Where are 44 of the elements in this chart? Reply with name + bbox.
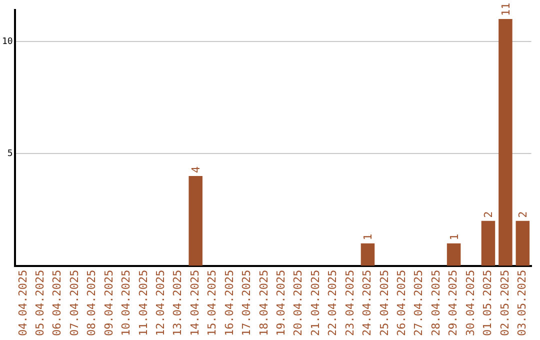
y-tick-label: 10 xyxy=(2,36,13,47)
x-tick-label: 27.04.2025 xyxy=(412,270,426,336)
x-tick-label: 20.04.2025 xyxy=(292,270,305,336)
x-tick-label: 03.05.2025 xyxy=(516,270,529,336)
x-tick-label: 30.04.2025 xyxy=(464,270,477,336)
x-tick-label: 19.04.2025 xyxy=(274,270,288,336)
x-tick-label: 21.04.2025 xyxy=(308,270,322,336)
y-tick-label: 5 xyxy=(7,148,13,159)
x-tick-label: 22.04.2025 xyxy=(326,270,340,336)
x-tick-label: 10.04.2025 xyxy=(120,270,133,336)
x-tick-label: 11.04.2025 xyxy=(136,270,150,336)
x-tick-label: 01.05.2025 xyxy=(481,270,494,336)
bar xyxy=(481,220,496,266)
x-tick-label: 15.04.2025 xyxy=(206,270,219,336)
x-tick-label: 02.05.2025 xyxy=(498,270,512,336)
x-tick-label: 09.04.2025 xyxy=(102,270,116,336)
x-tick-label: 05.04.2025 xyxy=(34,270,47,336)
data-label: 2 xyxy=(516,211,530,218)
x-tick-label: 13.04.2025 xyxy=(171,270,184,336)
x-tick-label: 18.04.2025 xyxy=(257,270,270,336)
bar xyxy=(498,18,512,266)
bar xyxy=(446,243,461,266)
x-tick-label: 23.04.2025 xyxy=(343,270,356,336)
bar xyxy=(188,176,202,266)
bar xyxy=(360,243,375,266)
x-tick-label: 04.04.2025 xyxy=(16,270,30,336)
x-tick-label: 16.04.2025 xyxy=(222,270,236,336)
x-tick-label: 08.04.2025 xyxy=(85,270,98,336)
x-tick-label: 06.04.2025 xyxy=(50,270,64,336)
x-tick-label: 26.04.2025 xyxy=(395,270,408,336)
bar xyxy=(516,220,530,266)
data-label: 11 xyxy=(499,2,512,16)
x-tick-label: 24.04.2025 xyxy=(360,270,374,336)
data-label: 4 xyxy=(190,166,203,174)
data-label: 1 xyxy=(362,234,375,240)
x-tick-label: 28.04.2025 xyxy=(429,270,442,336)
data-label: 2 xyxy=(482,211,496,218)
x-tick-label: 14.04.2025 xyxy=(188,270,202,336)
data-label: 1 xyxy=(448,234,461,240)
x-tick-label: 17.04.2025 xyxy=(240,270,254,336)
x-tick-label: 12.04.2025 xyxy=(154,270,168,336)
x-tick-label: 25.04.2025 xyxy=(378,270,391,336)
x-tick-label: 07.04.2025 xyxy=(68,270,81,336)
x-tick-label: 29.04.2025 xyxy=(446,270,460,336)
